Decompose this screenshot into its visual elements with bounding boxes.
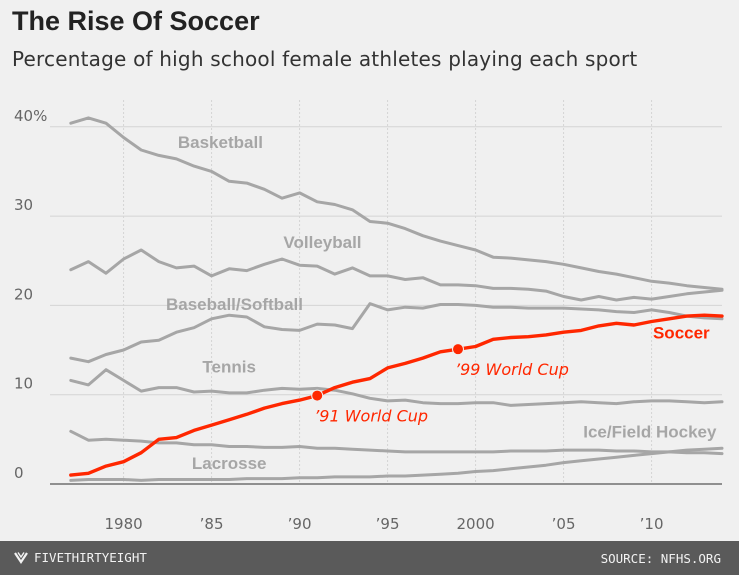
x-tick-label: ’85 [200,515,224,533]
x-tick-label: ’05 [552,515,576,533]
annotation-label: ’99 World Cup [455,360,569,379]
gridlines [50,100,722,485]
series-label-soccer: Soccer [653,323,710,342]
x-tick-label: 2000 [457,515,495,533]
series-label-lacrosse: Lacrosse [192,454,267,473]
x-tick-label: ’10 [640,515,664,533]
series-labels: Basketball Volleyball Baseball/Softball Ten… [166,133,717,473]
series-label-ice-field-hockey: Ice/Field Hockey [583,423,717,442]
annotation-marker [452,343,464,356]
y-tick-label: 30 [14,196,33,214]
series-label-tennis: Tennis [202,357,256,376]
series-line-basketball [69,116,724,291]
y-tick-label: 0 [14,464,24,482]
x-tick-label: ’90 [288,515,312,533]
x-tick-label: 1980 [105,515,143,533]
x-tick-label: ’95 [376,515,400,533]
series-lines [69,116,724,482]
series-line-lacrosse [69,446,724,482]
line-chart: 0 10 20 30 40% 1980 ’85 ’90 ’95 2000 ’05 ’10 Baske… [14,100,724,533]
brand-logo-icon [14,552,28,564]
footer-bar: FIVETHIRTYEIGHT SOURCE: NFHS.ORG [0,541,739,575]
annotation-marker [311,389,324,402]
series-line-ice-field-hockey [69,429,724,456]
series-line-volleyball [69,248,724,302]
brand-name: FIVETHIRTYEIGHT [34,550,147,565]
y-axis-ticks: 0 10 20 30 40% [14,107,47,482]
chart-title: The Rise Of Soccer [12,6,260,36]
x-axis-ticks: 1980 ’85 ’90 ’95 2000 ’05 ’10 [105,515,664,533]
series-label-basketball: Basketball [178,133,263,152]
series-label-volleyball: Volleyball [283,233,361,252]
y-tick-label: 20 [14,285,33,303]
chart-subtitle: Percentage of high school female athlete… [12,47,638,71]
series-line-baseball-softball [69,302,724,364]
series-label-baseball-softball: Baseball/Softball [166,295,303,314]
series-line-tennis [69,368,724,407]
series-line-soccer [69,313,724,477]
y-tick-label: 40% [14,107,47,125]
annotation-label: ’91 World Cup [314,407,428,426]
source-credit: SOURCE: NFHS.ORG [600,551,721,566]
annotations: ’91 World Cup ’99 World Cup [311,343,569,426]
y-tick-label: 10 [14,375,33,393]
brand: FIVETHIRTYEIGHT [14,550,147,565]
